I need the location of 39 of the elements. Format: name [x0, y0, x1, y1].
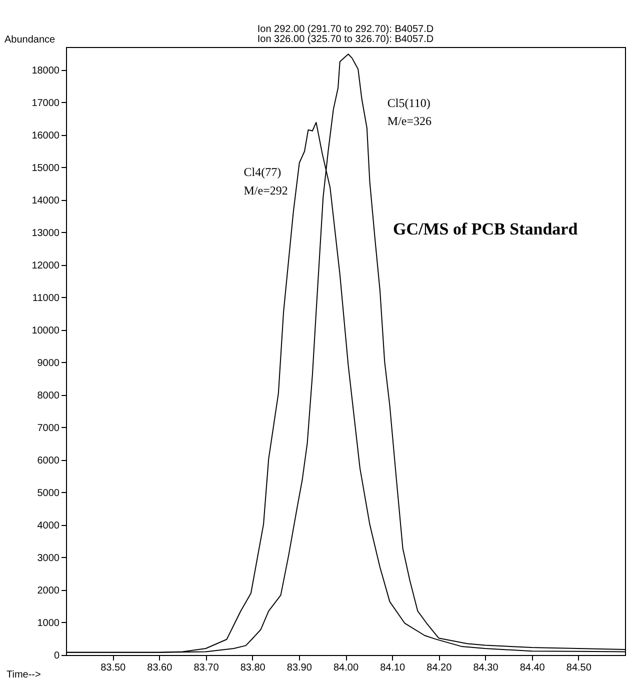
y-tick-label: 18000	[32, 65, 60, 76]
x-tick-label: 83.60	[147, 662, 173, 674]
y-tick-label: 7000	[37, 422, 60, 434]
y-tick-label: 16000	[32, 130, 60, 142]
y-tick-label: 3000	[37, 552, 60, 564]
x-tick-label: 84.20	[426, 662, 452, 674]
y-tick-label: 4000	[37, 520, 60, 532]
y-tick-label: 2000	[37, 585, 60, 596]
y-tick-label: 15000	[32, 162, 60, 174]
y-tick-label: 6000	[37, 455, 60, 466]
annotation: Cl5(110)	[387, 96, 430, 110]
text: GC/MS of PCB Standard	[393, 219, 578, 238]
x-tick-label: 84.50	[566, 662, 592, 674]
y-tick-label: 9000	[37, 358, 60, 369]
y-tick-label: 5000	[37, 488, 60, 499]
y-tick-label: 0	[54, 650, 60, 662]
y-tick-label: 13000	[32, 228, 60, 239]
x-tick-label: 83.50	[100, 662, 126, 674]
x-tick-label: 83.90	[286, 662, 312, 674]
y-tick-label: 12000	[32, 260, 60, 272]
annotation: M/e=326	[387, 114, 432, 128]
y-tick-label: 11000	[32, 292, 60, 304]
x-tick-label: 83.80	[240, 662, 266, 674]
x-axis-title: Time-->	[6, 670, 42, 680]
y-axis-title: Abundance	[4, 34, 56, 46]
x-tick-label: 83.70	[194, 662, 220, 674]
y-tick-label: 14000	[32, 195, 60, 206]
y-tick-label: 8000	[37, 390, 60, 402]
text: Ion 326.00 (325.70 to 326.70): B4057.D	[257, 34, 434, 45]
annotation: M/e=292	[244, 183, 288, 198]
x-tick-label: 84.40	[520, 662, 546, 674]
text: Ion 292.00 (291.70 to 292.70): B4057.D	[257, 24, 434, 35]
x-tick-label: 84.30	[473, 662, 499, 674]
x-tick-label: 84.10	[380, 662, 406, 674]
y-tick-label: 10000	[32, 325, 60, 336]
x-tick-label: 84.00	[333, 662, 359, 674]
annotation: Cl4(77)	[244, 165, 282, 180]
y-tick-label: 1000	[37, 618, 60, 629]
y-tick-label: 17000	[32, 98, 60, 109]
